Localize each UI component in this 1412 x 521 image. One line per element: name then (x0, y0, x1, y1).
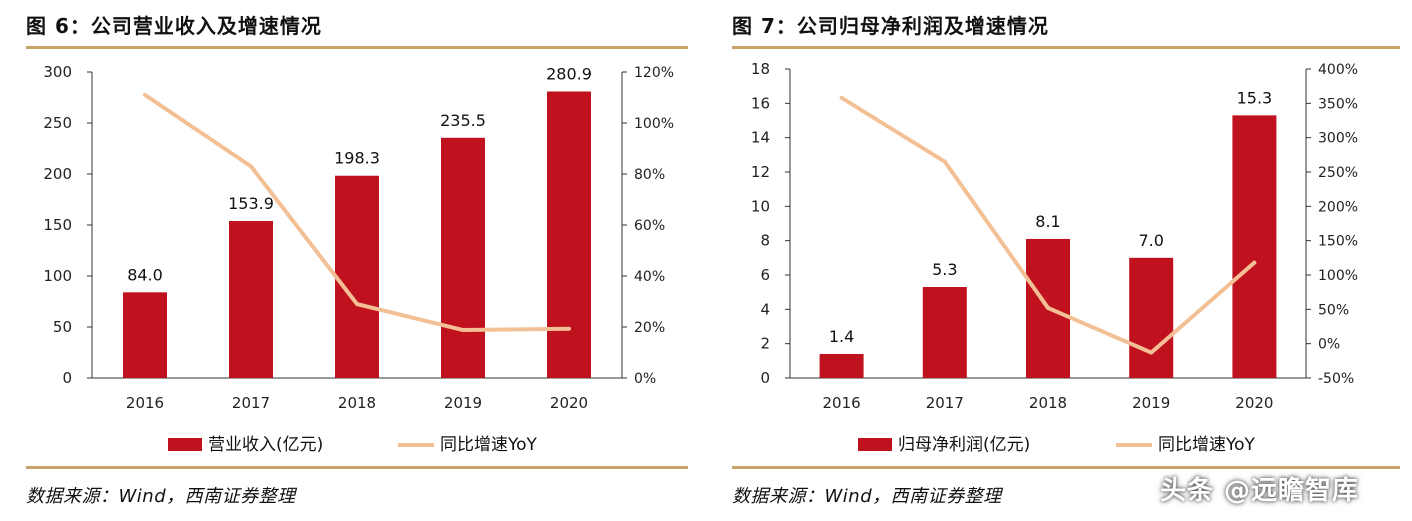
title-divider (732, 46, 1400, 49)
x-tick-label: 2019 (1132, 394, 1170, 412)
bar-value-label: 280.9 (546, 64, 592, 83)
source-note: 数据来源：Wind，西南证券整理 (732, 486, 1002, 507)
bar-value-label: 84.0 (127, 265, 163, 284)
y-right-tick-label: 80% (634, 167, 665, 183)
y-right-tick-label: 150% (1318, 234, 1358, 250)
x-tick-label: 2018 (338, 394, 376, 412)
y-right-tick-label: 0% (1318, 337, 1340, 353)
chart-panel-revenue: 图 6：公司营业收入及增速情况 0 50 100 150 200 250 300 0% 20% 4… (0, 0, 700, 521)
bar (441, 137, 485, 378)
bar-value-label: 198.3 (334, 149, 380, 168)
bar-value-label: 8.1 (1035, 212, 1060, 231)
y-left-tick-label: 14 (751, 129, 770, 147)
growth-point (1150, 352, 1152, 354)
growth-point (144, 94, 146, 96)
legend-bar-swatch (858, 438, 892, 451)
bar (1129, 257, 1174, 378)
y-left-tick-label: 2 (760, 335, 770, 353)
bar (547, 91, 591, 378)
bar-value-label: 1.4 (829, 327, 854, 346)
source-divider (26, 466, 688, 469)
x-tick-label: 2017 (232, 394, 270, 412)
growth-point (944, 161, 946, 163)
y-left-tick-label: 4 (760, 300, 770, 318)
chart-title: 图 7：公司归母净利润及增速情况 (732, 14, 1049, 38)
growth-point (1253, 262, 1255, 264)
source-divider (732, 466, 1400, 469)
chart-panel-net-profit: 图 7：公司归母净利润及增速情况 0 2 4 6 8 10 12 14 16 18 -50% 0% 50… (706, 0, 1412, 521)
y-left-tick-label: 50 (53, 318, 72, 336)
y-left-tick-label: 200 (43, 165, 72, 183)
x-tick-label: 2016 (823, 394, 861, 412)
y-right-tick-label: 60% (634, 218, 665, 234)
y-right-tick-label: 300% (1318, 131, 1358, 147)
title-divider (26, 46, 688, 49)
y-right-tick-label: 200% (1318, 199, 1358, 215)
bar (229, 221, 273, 378)
y-left-tick-label: 16 (751, 94, 770, 112)
y-left-tick-label: 100 (43, 267, 72, 285)
bar-value-label: 235.5 (440, 111, 486, 130)
x-tick-label: 2019 (444, 394, 482, 412)
y-left-tick-label: 10 (751, 197, 770, 215)
y-left-tick-label: 12 (751, 163, 770, 181)
x-tick-label: 2020 (1235, 394, 1273, 412)
revenue-chart: 0 50 100 150 200 250 300 0% 20% 40% 60% 80% 100% 120%… (43, 63, 674, 455)
bar-value-label: 153.9 (228, 194, 274, 213)
growth-point (1047, 307, 1049, 309)
bar (123, 292, 167, 378)
growth-point (356, 303, 358, 305)
y-left-tick-label: 250 (43, 114, 72, 132)
y-right-tick-label: 250% (1318, 165, 1358, 181)
y-right-tick-label: 100% (634, 116, 674, 132)
y-right-tick-label: 120% (634, 65, 674, 81)
y-left-tick-label: 8 (760, 232, 770, 250)
growth-point (462, 329, 464, 331)
growth-point (250, 165, 252, 167)
legend-bar-label: 营业收入(亿元) (208, 435, 323, 455)
bar (335, 175, 379, 378)
bar (1232, 115, 1277, 378)
y-right-tick-label: 0% (634, 371, 656, 387)
y-right-tick-label: 400% (1318, 62, 1358, 78)
bar (819, 353, 864, 378)
source-note: 数据来源：Wind，西南证券整理 (26, 486, 296, 507)
legend-line-label: 同比增速YoY (440, 435, 538, 455)
bar-value-label: 5.3 (932, 260, 957, 279)
net-profit-chart: 0 2 4 6 8 10 12 14 16 18 -50% 0% 50% 100% 150% 200% 250%… (751, 60, 1358, 455)
watermark: 头条 @远瞻智库 (1160, 476, 1360, 506)
bar-value-label: 15.3 (1237, 88, 1273, 107)
growth-point (841, 97, 843, 99)
y-left-tick-label: 6 (760, 266, 770, 284)
bar-value-label: 7.0 (1138, 231, 1163, 250)
y-left-tick-label: 0 (760, 369, 770, 387)
bar (922, 287, 967, 378)
y-right-tick-label: 50% (1318, 302, 1349, 318)
y-right-tick-label: 100% (1318, 268, 1358, 284)
x-tick-label: 2020 (550, 394, 588, 412)
x-tick-label: 2018 (1029, 394, 1067, 412)
chart-title: 图 6：公司营业收入及增速情况 (26, 14, 322, 38)
legend-bar-swatch (168, 438, 202, 451)
y-right-tick-label: 40% (634, 269, 665, 285)
legend-line-label: 同比增速YoY (1158, 435, 1256, 455)
y-left-tick-label: 0 (62, 369, 72, 387)
growth-point (568, 328, 570, 330)
y-left-tick-label: 18 (751, 60, 770, 78)
x-tick-label: 2017 (926, 394, 964, 412)
y-right-tick-label: -50% (1318, 371, 1354, 387)
y-right-tick-label: 350% (1318, 96, 1358, 112)
y-right-tick-label: 20% (634, 320, 665, 336)
y-left-tick-label: 150 (43, 216, 72, 234)
legend-bar-label: 归母净利润(亿元) (898, 435, 1030, 455)
x-tick-label: 2016 (126, 394, 164, 412)
y-left-tick-label: 300 (43, 63, 72, 81)
